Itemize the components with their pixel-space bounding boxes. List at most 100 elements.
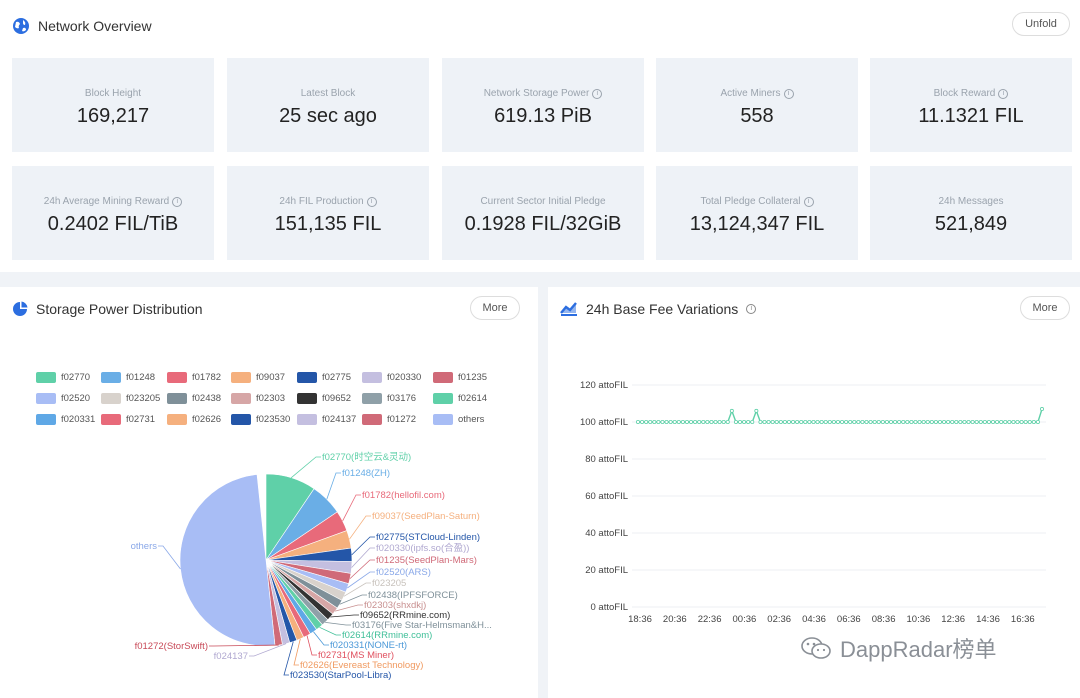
data-point[interactable] — [844, 420, 849, 425]
data-point[interactable] — [909, 420, 914, 425]
data-point[interactable] — [1035, 420, 1040, 425]
data-point[interactable] — [778, 420, 783, 425]
data-point[interactable] — [958, 420, 963, 425]
data-point[interactable] — [819, 420, 824, 425]
data-point[interactable] — [799, 420, 804, 425]
info-icon[interactable]: i — [803, 196, 814, 207]
info-icon[interactable]: i — [783, 88, 794, 99]
legend-item[interactable]: f02438 — [167, 393, 221, 404]
data-point[interactable] — [917, 420, 922, 425]
data-point[interactable] — [982, 420, 987, 425]
legend-item[interactable]: f02770 — [36, 372, 90, 383]
data-point[interactable] — [864, 420, 869, 425]
info-icon[interactable]: i — [998, 88, 1009, 99]
data-point[interactable] — [921, 420, 926, 425]
data-point[interactable] — [660, 420, 665, 425]
data-point[interactable] — [795, 420, 800, 425]
data-point[interactable] — [664, 420, 669, 425]
data-point[interactable] — [954, 420, 959, 425]
legend-item[interactable]: f02614 — [433, 393, 487, 404]
data-point[interactable] — [823, 420, 828, 425]
storage-more-button[interactable]: More — [470, 296, 520, 320]
data-point[interactable] — [668, 420, 673, 425]
legend-item[interactable]: f03176 — [362, 393, 416, 404]
data-point[interactable] — [860, 420, 865, 425]
legend-item[interactable]: f02520 — [36, 393, 90, 404]
data-point[interactable] — [1023, 420, 1028, 425]
data-point[interactable] — [835, 420, 840, 425]
data-point[interactable] — [946, 420, 951, 425]
legend-item[interactable]: f02626 — [167, 414, 221, 425]
data-point[interactable] — [656, 420, 661, 425]
data-point[interactable] — [762, 420, 767, 425]
data-point[interactable] — [652, 420, 657, 425]
data-point[interactable] — [978, 420, 983, 425]
legend-item[interactable]: f020330 — [362, 372, 421, 383]
data-point[interactable] — [766, 420, 771, 425]
data-point[interactable] — [929, 420, 934, 425]
legend-item[interactable]: f09037 — [231, 372, 285, 383]
unfold-button[interactable]: Unfold — [1012, 12, 1070, 36]
basefee-more-button[interactable]: More — [1020, 296, 1070, 320]
data-point[interactable] — [729, 408, 734, 413]
data-point[interactable] — [676, 420, 681, 425]
data-point[interactable] — [713, 420, 718, 425]
data-point[interactable] — [937, 420, 942, 425]
legend-item[interactable]: f02731 — [101, 414, 155, 425]
data-point[interactable] — [791, 420, 796, 425]
data-point[interactable] — [786, 420, 791, 425]
legend-item[interactable]: f01235 — [433, 372, 487, 383]
legend-item[interactable]: f02775 — [297, 372, 351, 383]
data-point[interactable] — [897, 420, 902, 425]
data-point[interactable] — [840, 420, 845, 425]
data-point[interactable] — [966, 420, 971, 425]
data-point[interactable] — [974, 420, 979, 425]
data-point[interactable] — [721, 420, 726, 425]
data-point[interactable] — [697, 420, 702, 425]
data-point[interactable] — [636, 420, 641, 425]
info-icon[interactable]: i — [366, 196, 377, 207]
data-point[interactable] — [1011, 420, 1016, 425]
legend-item[interactable]: others — [433, 414, 484, 425]
data-point[interactable] — [807, 420, 812, 425]
data-point[interactable] — [995, 420, 1000, 425]
data-point[interactable] — [950, 420, 955, 425]
data-point[interactable] — [868, 420, 873, 425]
data-point[interactable] — [856, 420, 861, 425]
data-point[interactable] — [684, 420, 689, 425]
data-point[interactable] — [827, 420, 832, 425]
data-point[interactable] — [738, 420, 743, 425]
legend-item[interactable]: f01782 — [167, 372, 221, 383]
data-point[interactable] — [942, 420, 947, 425]
data-point[interactable] — [689, 420, 694, 425]
data-point[interactable] — [872, 420, 877, 425]
data-point[interactable] — [831, 420, 836, 425]
data-point[interactable] — [905, 420, 910, 425]
data-point[interactable] — [1003, 420, 1008, 425]
data-point[interactable] — [815, 420, 820, 425]
data-point[interactable] — [709, 420, 714, 425]
data-point[interactable] — [770, 420, 775, 425]
data-point[interactable] — [970, 420, 975, 425]
data-point[interactable] — [1027, 420, 1032, 425]
data-point[interactable] — [803, 420, 808, 425]
pie-slice[interactable] — [179, 474, 276, 647]
legend-item[interactable]: f020331 — [36, 414, 95, 425]
data-point[interactable] — [648, 420, 653, 425]
legend-item[interactable]: f01272 — [362, 414, 416, 425]
basefee-info-icon[interactable]: i — [746, 304, 757, 314]
data-point[interactable] — [933, 420, 938, 425]
data-point[interactable] — [701, 420, 706, 425]
data-point[interactable] — [876, 420, 881, 425]
data-point[interactable] — [986, 420, 991, 425]
data-point[interactable] — [1019, 420, 1024, 425]
legend-item[interactable]: f01248 — [101, 372, 155, 383]
data-point[interactable] — [782, 420, 787, 425]
data-point[interactable] — [1031, 420, 1036, 425]
data-point[interactable] — [1039, 407, 1044, 412]
data-point[interactable] — [848, 420, 853, 425]
info-icon[interactable]: i — [172, 196, 183, 207]
data-point[interactable] — [1007, 420, 1012, 425]
data-point[interactable] — [880, 420, 885, 425]
data-point[interactable] — [901, 420, 906, 425]
